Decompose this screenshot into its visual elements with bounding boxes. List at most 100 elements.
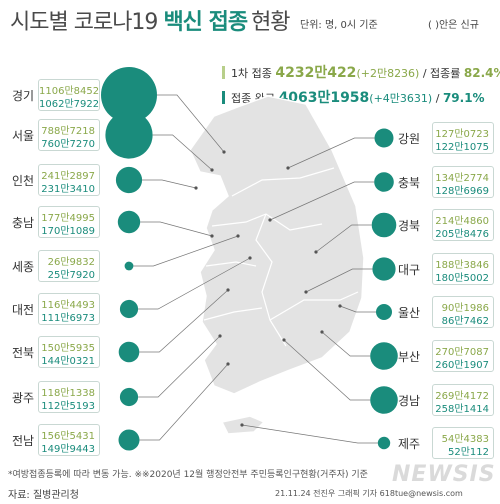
connector-강원	[287, 137, 375, 169]
connector-부산	[321, 331, 371, 357]
complete-rate-label: /	[435, 92, 440, 105]
region-complete: 258만1414	[435, 404, 489, 415]
connector-경남	[283, 339, 371, 401]
region-complete: 144만0321	[41, 356, 95, 367]
connector-충남	[140, 221, 213, 237]
boundary-line	[231, 167, 335, 197]
region-complete: 170만1089	[41, 226, 95, 237]
region-first-dose: 177만4995	[41, 213, 95, 224]
map-point-울산	[338, 304, 342, 308]
region-value-box: 156만5431 149만9443	[38, 424, 100, 456]
region-name: 광주	[12, 391, 35, 405]
map-point-충남	[210, 234, 214, 238]
page-title: 시도별 코로나19 백신 접종 현황	[10, 4, 291, 36]
region-complete: 149만9443	[41, 444, 95, 455]
first-dose-value: 4232만422	[275, 65, 357, 81]
bubble-인천	[115, 166, 143, 194]
region-name: 울산	[398, 306, 421, 320]
footer-credit: 21.11.24 전진우 그래픽 기자 618tue@newsis.com	[275, 489, 463, 498]
mainland-shape	[189, 95, 365, 395]
map-point-경북	[314, 250, 318, 254]
region-complete: 128만6969	[435, 186, 489, 197]
bubbles	[101, 67, 398, 451]
complete-rate: 79.1%	[442, 91, 485, 105]
complete-new: (+4만3631)	[369, 92, 433, 105]
region-value-box: 270만7087 260만1907	[432, 340, 494, 372]
region-value-box: 1106만8452 1062만7922	[38, 79, 100, 111]
map-point-광주	[218, 334, 222, 338]
bubble-서울	[105, 111, 153, 159]
region-first-dose: 134만2774	[435, 173, 489, 184]
region-value-box: 188만3846 180만5002	[432, 253, 494, 285]
region-first-dose: 26만9832	[47, 257, 95, 268]
region-complete: 205만8476	[435, 229, 489, 240]
region-name: 충남	[12, 216, 35, 230]
connector-충북	[269, 181, 375, 221]
map-point-강원	[286, 166, 290, 170]
unit-label: 단위: 명, 0시 기준	[300, 20, 378, 31]
region-first-dose: 188만3846	[435, 260, 489, 271]
region-name: 전남	[12, 434, 35, 448]
region-first-dose: 118만1338	[41, 388, 95, 399]
region-first-dose: 269만4172	[435, 391, 489, 402]
paren-note: ( )안은 신규	[428, 20, 479, 31]
region-value-box: 90만1986 86만7462	[432, 296, 494, 328]
footer-note: *여방접종등록에 따라 변동 가능. ※※2020년 12월 행정안전부 주민등…	[8, 470, 368, 480]
region-first-dose: 214만4860	[435, 216, 489, 227]
region-complete: 260만1907	[435, 360, 489, 371]
region-first-dose: 150만5935	[41, 343, 95, 354]
map-point-세종	[236, 234, 240, 238]
region-name: 서울	[12, 129, 35, 143]
region-value-box: 150만5935 144만0321	[38, 336, 100, 368]
boundary-line	[205, 261, 257, 267]
connector-울산	[339, 305, 377, 313]
first-dose-legend-bar	[222, 66, 225, 79]
bubble-대전	[119, 299, 139, 319]
first-dose-rate: 82.4%	[463, 66, 500, 80]
region-name: 전북	[12, 346, 35, 360]
connector-경북	[315, 224, 372, 253]
region-value-box: 788만7218 760만7270	[38, 119, 100, 151]
region-complete: 180만5002	[435, 273, 489, 284]
map-shapes	[189, 95, 365, 435]
region-first-dose: 241만2897	[41, 171, 95, 182]
connector-인천	[142, 179, 197, 189]
region-first-dose: 54만4383	[441, 434, 489, 445]
summary-first-dose: 1차 접종 4232만422(+2만8236) / 접종률 82.4%	[222, 62, 500, 82]
bubble-충북	[374, 172, 394, 192]
boundary-line	[203, 307, 263, 321]
region-value-box: 134만2774 128만6969	[432, 166, 494, 198]
region-name: 충북	[398, 176, 421, 190]
map-point-경남	[282, 338, 286, 342]
bubble-강원	[374, 128, 394, 148]
bubble-경북	[371, 212, 397, 238]
map-point-전남	[226, 362, 230, 366]
connector-대전	[138, 257, 251, 310]
region-first-dose: 127만0723	[435, 129, 489, 140]
region-name: 세종	[12, 260, 35, 274]
boundary-line	[255, 213, 287, 347]
region-first-dose: 116만4493	[41, 300, 95, 311]
bubble-세종	[124, 261, 134, 271]
connector-세종	[133, 235, 239, 267]
bubble-충남	[117, 210, 141, 234]
region-first-dose: 1106만8452	[39, 86, 100, 97]
title-text-light: 시도별 코로나19	[10, 10, 158, 35]
map-point-제주	[240, 423, 244, 427]
region-first-dose: 90만1986	[441, 303, 489, 314]
region-value-box: 116만4493 111만6973	[38, 293, 100, 325]
map-point-대구	[304, 290, 308, 294]
bubble-대구	[372, 257, 396, 281]
region-complete: 52만112	[447, 447, 489, 458]
footer-source: 자료: 질병관리청	[8, 490, 79, 501]
region-complete: 231만3410	[41, 184, 95, 195]
region-name: 제주	[398, 437, 421, 451]
watermark-logo: NEWSIS	[392, 462, 496, 487]
region-name: 대전	[12, 303, 35, 317]
region-complete: 86만7462	[441, 316, 489, 327]
region-value-box: 177만4995 170만1089	[38, 206, 100, 238]
bubble-경기	[101, 67, 157, 123]
map-point-전북	[226, 288, 230, 292]
connector-전남	[139, 363, 229, 441]
first-dose-new: (+2만8236)	[356, 67, 420, 80]
